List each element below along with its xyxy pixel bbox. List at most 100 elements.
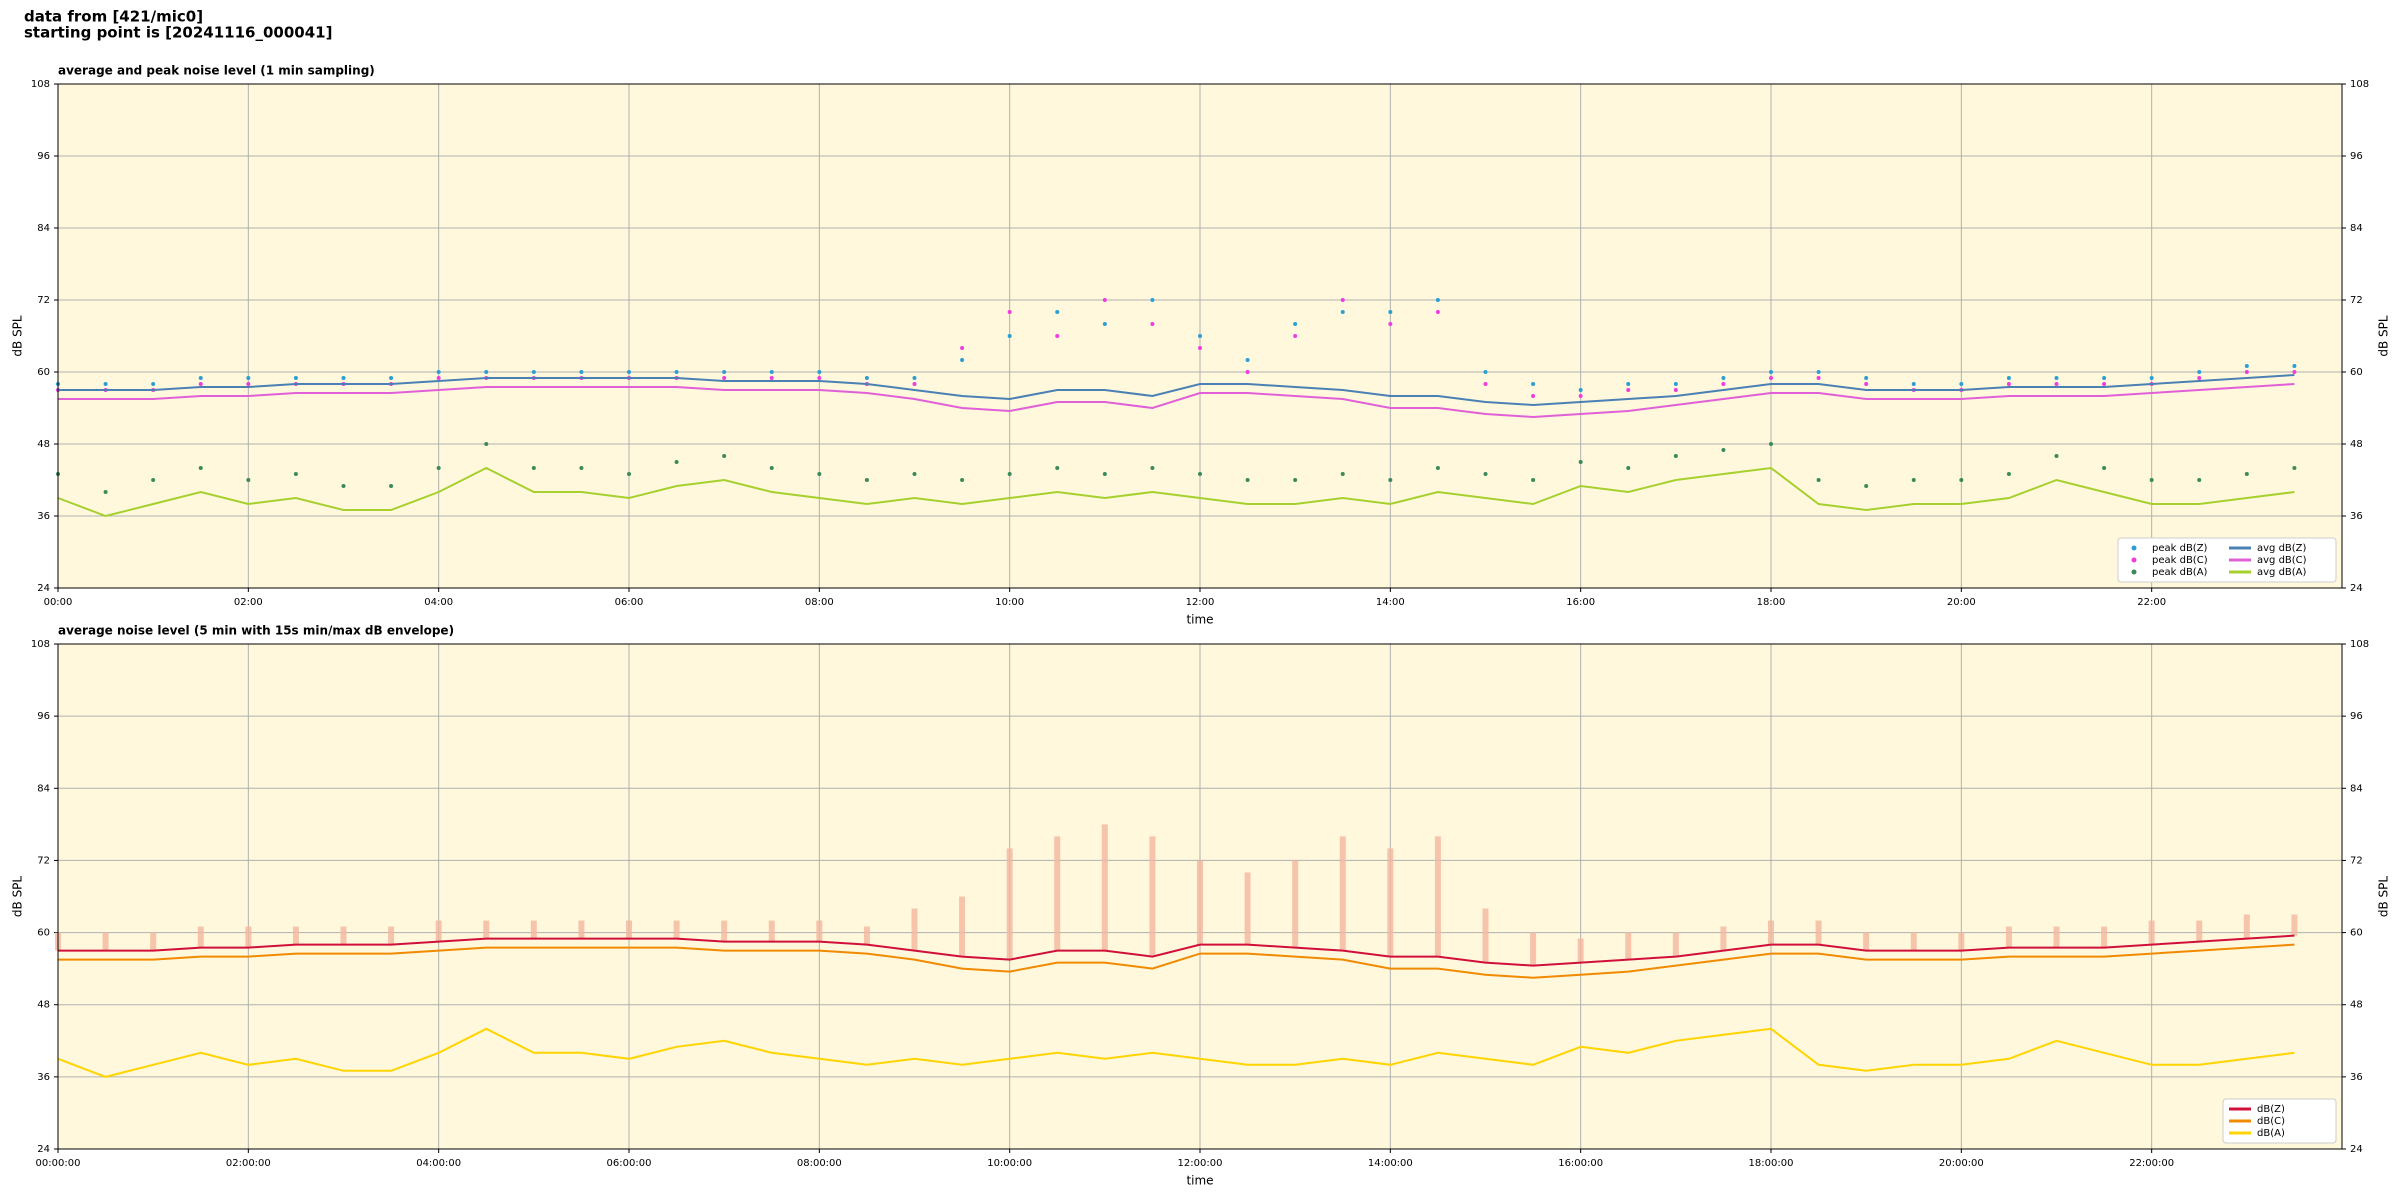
- peak-marker: [1864, 382, 1869, 386]
- peak-marker: [103, 490, 108, 494]
- y-tick-label: 84: [37, 223, 50, 234]
- legend-box: [2222, 1098, 2337, 1144]
- y-tick-label: 72: [2350, 295, 2363, 306]
- peak-marker: [1435, 298, 1440, 302]
- y-axis-label: dB SPL: [11, 876, 25, 918]
- peak-marker: [2197, 370, 2202, 374]
- peak-marker: [2149, 376, 2154, 380]
- x-tick-label: 16:00:00: [1558, 1158, 1603, 1169]
- peak-marker: [2244, 370, 2249, 374]
- peak-marker: [627, 472, 631, 476]
- x-tick-label: 20:00:00: [1939, 1158, 1984, 1169]
- peak-marker: [1435, 310, 1440, 314]
- x-tick-label: 00:00: [44, 597, 73, 608]
- peak-marker: [674, 370, 679, 374]
- peak-marker: [1198, 472, 1202, 476]
- peak-marker: [2244, 364, 2249, 368]
- peak-marker: [960, 346, 965, 350]
- legend-label: avg dB(Z): [2257, 543, 2307, 554]
- peak-marker: [151, 382, 156, 386]
- peak-marker: [769, 466, 774, 470]
- peak-marker: [1150, 298, 1155, 302]
- peak-marker: [389, 376, 394, 380]
- peak-marker: [531, 370, 536, 374]
- legend-marker: [2131, 545, 2137, 551]
- peak-marker: [2006, 376, 2011, 380]
- peak-marker: [627, 370, 631, 374]
- peak-marker: [579, 466, 584, 470]
- peak-marker: [2292, 370, 2297, 374]
- y-tick-label: 84: [2350, 783, 2363, 794]
- y-axis-label: dB SPL: [11, 315, 25, 357]
- peak-marker: [912, 382, 917, 386]
- peak-marker: [1769, 376, 1773, 380]
- x-tick-label: 12:00: [1186, 597, 1215, 608]
- peak-marker: [1531, 382, 1536, 386]
- series-line: [57, 1027, 2295, 1078]
- peak-marker: [1340, 310, 1345, 314]
- y-tick-label: 36: [37, 1072, 50, 1083]
- peak-marker: [436, 376, 441, 380]
- x-tick-label: 14:00: [1376, 597, 1405, 608]
- peak-marker: [1055, 310, 1060, 314]
- peak-marker: [1388, 478, 1393, 482]
- peak-marker: [1102, 298, 1107, 302]
- legend-label: peak dB(C): [2152, 555, 2208, 566]
- y-tick-label: 48: [2350, 439, 2363, 450]
- y-tick-label: 96: [2350, 711, 2363, 722]
- peak-marker: [817, 472, 822, 476]
- peak-marker: [1531, 478, 1536, 482]
- y-tick-label: 72: [37, 855, 50, 866]
- y-tick-label: 48: [37, 1000, 50, 1011]
- peak-marker: [246, 478, 251, 482]
- peak-marker: [1007, 472, 1012, 476]
- peak-marker: [769, 370, 774, 374]
- x-tick-label: 18:00: [1757, 597, 1786, 608]
- peak-marker: [2054, 454, 2059, 458]
- x-axis-label: time: [1186, 1174, 1213, 1188]
- peak-marker: [1816, 376, 1821, 380]
- peak-marker: [293, 376, 298, 380]
- legend-marker: [2131, 557, 2137, 563]
- peak-marker: [1578, 388, 1583, 392]
- peak-marker: [1769, 442, 1773, 446]
- peak-marker: [1721, 376, 1726, 380]
- peak-marker: [1531, 394, 1536, 398]
- peak-marker: [2006, 382, 2011, 386]
- peak-marker: [2197, 376, 2202, 380]
- legend-label: dB(C): [2257, 1116, 2285, 1127]
- x-tick-label: 14:00:00: [1368, 1158, 1413, 1169]
- peak-marker: [817, 370, 822, 374]
- peak-marker: [1150, 466, 1155, 470]
- peak-marker: [1293, 334, 1298, 338]
- peak-marker: [1007, 310, 1012, 314]
- peak-marker: [2102, 376, 2107, 380]
- y-tick-label: 108: [31, 79, 50, 90]
- peak-marker: [2102, 382, 2107, 386]
- peak-marker: [1911, 382, 1916, 386]
- peak-marker: [1769, 370, 1773, 374]
- peak-marker: [198, 382, 203, 386]
- peak-marker: [484, 442, 489, 446]
- x-tick-label: 00:00:00: [36, 1158, 81, 1169]
- x-tick-label: 20:00: [1947, 597, 1976, 608]
- peak-marker: [2197, 478, 2202, 482]
- peak-marker: [1340, 472, 1345, 476]
- peak-marker: [1293, 322, 1298, 326]
- peak-marker: [1626, 466, 1631, 470]
- peak-marker: [1483, 370, 1488, 374]
- legend-marker: [2131, 569, 2137, 575]
- peak-marker: [1483, 382, 1488, 386]
- peak-marker: [198, 376, 203, 380]
- x-tick-label: 10:00: [995, 597, 1024, 608]
- peak-marker: [198, 466, 203, 470]
- y-tick-label: 108: [2350, 79, 2369, 90]
- x-tick-label: 04:00:00: [416, 1158, 461, 1169]
- y-tick-label: 48: [37, 439, 50, 450]
- peak-marker: [912, 376, 917, 380]
- legend-label: peak dB(Z): [2152, 543, 2208, 554]
- y-axis-label: dB SPL: [2377, 876, 2391, 918]
- peak-marker: [1578, 460, 1583, 464]
- peak-marker: [1864, 484, 1869, 488]
